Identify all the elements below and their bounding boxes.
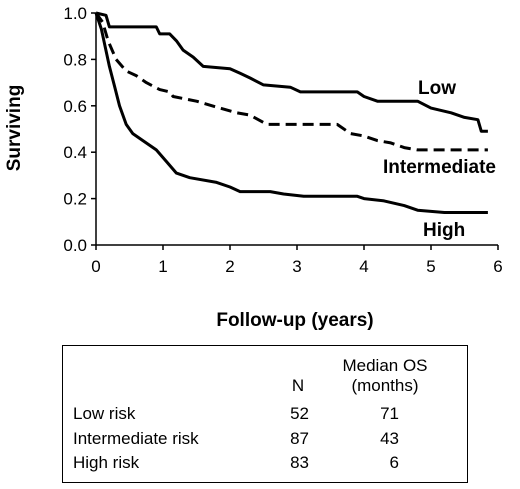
series-line-intermediate [94,12,488,152]
summary-table: Median OS (months) N Low risk 52 71 Inte… [62,345,468,483]
x-tick-label: 2 [225,257,234,276]
row-n-high: 83 [290,453,309,472]
x-tick-label: 0 [91,257,100,276]
row-label-intermediate: Intermediate risk [73,429,199,448]
y-tick-label: 0.4 [63,143,87,162]
n-header: N [291,376,305,395]
series-line-low [95,11,488,133]
row-median-intermediate: 43 [380,429,399,448]
row-label-high: High risk [73,453,140,472]
row-n-low: 52 [290,404,309,423]
x-tick-label: 4 [359,257,368,276]
survival-chart: 0.0 0.2 0.4 0.6 0.8 1.0 0 1 2 3 4 5 6 Surviving Foll… [4,4,503,330]
y-tick-label: 0.0 [63,236,87,255]
median-header-line2: (months) [351,376,419,395]
x-tick-label: 6 [493,257,502,276]
x-tick-label: 5 [426,257,435,276]
row-n-intermediate: 87 [290,429,309,448]
series-line-high [94,12,488,214]
row-median-high: 6 [389,453,399,472]
x-tick-label: 1 [158,257,167,276]
series-label-intermediate: Intermediate [383,157,496,178]
series-label-low: Low [418,78,456,99]
y-tick-label: 0.8 [63,50,87,69]
median-header-line1: Median OS [342,356,428,375]
x-axis-title: Follow-up (years) [216,310,373,330]
row-label-low: Low risk [73,404,136,423]
y-axis-title: Surviving [4,85,25,172]
row-median-low: 71 [380,404,399,423]
chart-series [94,11,488,214]
series-label-high: High [423,220,465,241]
y-tick-label: 1.0 [63,4,87,23]
chart-ticks: 0.0 0.2 0.4 0.6 0.8 1.0 0 1 2 3 4 5 6 [63,4,502,276]
y-tick-label: 0.2 [63,190,87,209]
chart-axes [95,13,498,246]
y-tick-label: 0.6 [63,97,87,116]
x-tick-label: 3 [292,257,301,276]
